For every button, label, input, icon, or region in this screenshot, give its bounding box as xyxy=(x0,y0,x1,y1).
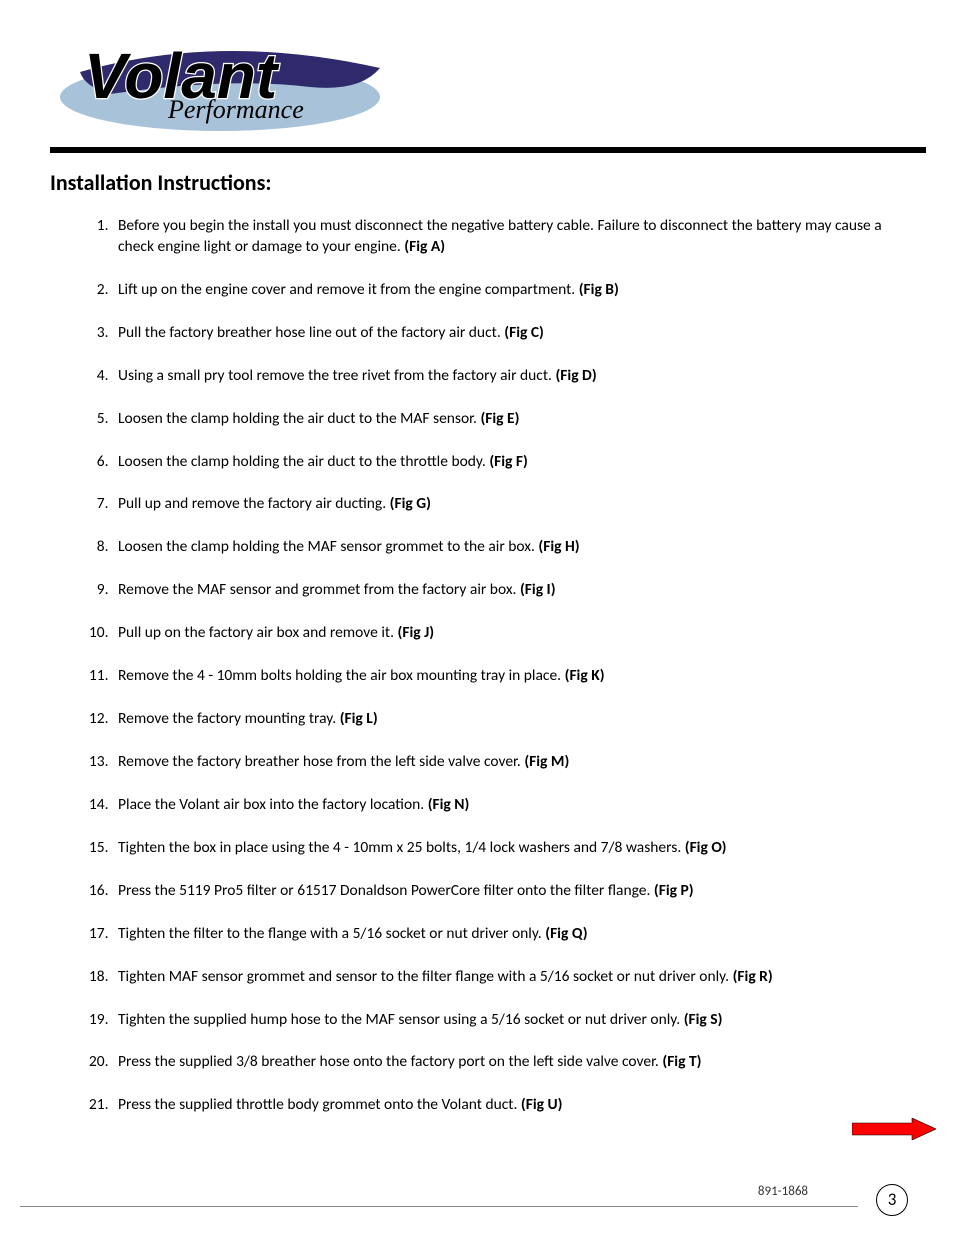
list-item: Lift up on the engine cover and remove i… xyxy=(112,280,918,301)
list-item: Remove the factory mounting tray. (Fig L… xyxy=(112,709,918,730)
volant-logo-icon: Volant Performance xyxy=(50,22,390,134)
step-fig: (Fig B) xyxy=(579,280,619,299)
step-text: Remove the 4 - 10mm bolts holding the ai… xyxy=(118,666,565,685)
list-item: Pull up on the factory air box and remov… xyxy=(112,623,918,644)
continue-arrow-icon xyxy=(852,1118,936,1145)
logo: Volant Performance xyxy=(50,22,918,139)
list-item: Press the supplied 3/8 breather hose ont… xyxy=(112,1052,918,1073)
list-item: Pull the factory breather hose line out … xyxy=(112,323,918,344)
list-item: Tighten the supplied hump hose to the MA… xyxy=(112,1010,918,1031)
list-item: Loosen the clamp holding the MAF sensor … xyxy=(112,537,918,558)
instruction-list: Before you begin the install you must di… xyxy=(50,216,918,1116)
list-item: Pull up and remove the factory air ducti… xyxy=(112,494,918,515)
step-text: Tighten the supplied hump hose to the MA… xyxy=(118,1010,684,1029)
step-text: Pull up and remove the factory air ducti… xyxy=(118,494,390,513)
step-text: Place the Volant air box into the factor… xyxy=(118,795,428,814)
step-fig: (Fig E) xyxy=(480,409,519,428)
step-fig: (Fig K) xyxy=(565,666,605,685)
list-item: Loosen the clamp holding the air duct to… xyxy=(112,409,918,430)
list-item: Tighten the box in place using the 4 - 1… xyxy=(112,838,918,859)
page-title: Installation Instructions: xyxy=(50,169,918,196)
header-divider xyxy=(50,147,926,153)
step-text: Loosen the clamp holding the MAF sensor … xyxy=(118,537,538,556)
step-fig: (Fig T) xyxy=(662,1052,701,1071)
step-fig: (Fig Q) xyxy=(545,924,587,943)
step-text: Before you begin the install you must di… xyxy=(118,216,882,256)
step-fig: (Fig A) xyxy=(404,237,445,256)
step-fig: (Fig S) xyxy=(684,1010,723,1029)
footer-divider xyxy=(20,1206,858,1207)
step-text: Pull the factory breather hose line out … xyxy=(118,323,504,342)
step-text: Tighten the filter to the flange with a … xyxy=(118,924,545,943)
step-fig: (Fig N) xyxy=(428,795,470,814)
step-text: Tighten the box in place using the 4 - 1… xyxy=(118,838,685,857)
list-item: Place the Volant air box into the factor… xyxy=(112,795,918,816)
page-number: 3 xyxy=(876,1184,908,1216)
step-text: Loosen the clamp holding the air duct to… xyxy=(118,409,480,428)
step-fig: (Fig C) xyxy=(504,323,544,342)
step-fig: (Fig P) xyxy=(654,881,694,900)
step-text: Press the 5119 Pro5 filter or 61517 Dona… xyxy=(118,881,654,900)
step-text: Loosen the clamp holding the air duct to… xyxy=(118,452,489,471)
list-item: Using a small pry tool remove the tree r… xyxy=(112,366,918,387)
step-fig: (Fig U) xyxy=(521,1095,563,1114)
step-text: Press the supplied throttle body grommet… xyxy=(118,1095,521,1114)
step-text: Pull up on the factory air box and remov… xyxy=(118,623,398,642)
step-fig: (Fig O) xyxy=(685,838,727,857)
step-text: Tighten MAF sensor grommet and sensor to… xyxy=(118,967,733,986)
step-text: Remove the factory mounting tray. xyxy=(118,709,340,728)
list-item: Tighten the filter to the flange with a … xyxy=(112,924,918,945)
step-fig: (Fig D) xyxy=(555,366,596,385)
step-fig: (Fig F) xyxy=(489,452,528,471)
list-item: Tighten MAF sensor grommet and sensor to… xyxy=(112,967,918,988)
step-fig: (Fig L) xyxy=(340,709,378,728)
list-item: Loosen the clamp holding the air duct to… xyxy=(112,452,918,473)
list-item: Press the supplied throttle body grommet… xyxy=(112,1095,918,1116)
step-fig: (Fig I) xyxy=(520,580,556,599)
step-text: Using a small pry tool remove the tree r… xyxy=(118,366,555,385)
step-text: Remove the MAF sensor and grommet from t… xyxy=(118,580,520,599)
step-text: Press the supplied 3/8 breather hose ont… xyxy=(118,1052,662,1071)
svg-text:Performance: Performance xyxy=(167,95,304,124)
page-footer: 891-1868 3 xyxy=(20,1206,918,1207)
step-fig: (Fig H) xyxy=(538,537,579,556)
list-item: Press the 5119 Pro5 filter or 61517 Dona… xyxy=(112,881,918,902)
step-fig: (Fig G) xyxy=(390,494,431,513)
step-fig: (Fig R) xyxy=(733,967,773,986)
step-fig: (Fig J) xyxy=(398,623,435,642)
step-text: Lift up on the engine cover and remove i… xyxy=(118,280,579,299)
list-item: Remove the factory breather hose from th… xyxy=(112,752,918,773)
step-fig: (Fig M) xyxy=(524,752,569,771)
list-item: Before you begin the install you must di… xyxy=(112,216,918,258)
step-text: Remove the factory breather hose from th… xyxy=(118,752,524,771)
document-number: 891-1868 xyxy=(758,1184,808,1199)
list-item: Remove the 4 - 10mm bolts holding the ai… xyxy=(112,666,918,687)
list-item: Remove the MAF sensor and grommet from t… xyxy=(112,580,918,601)
